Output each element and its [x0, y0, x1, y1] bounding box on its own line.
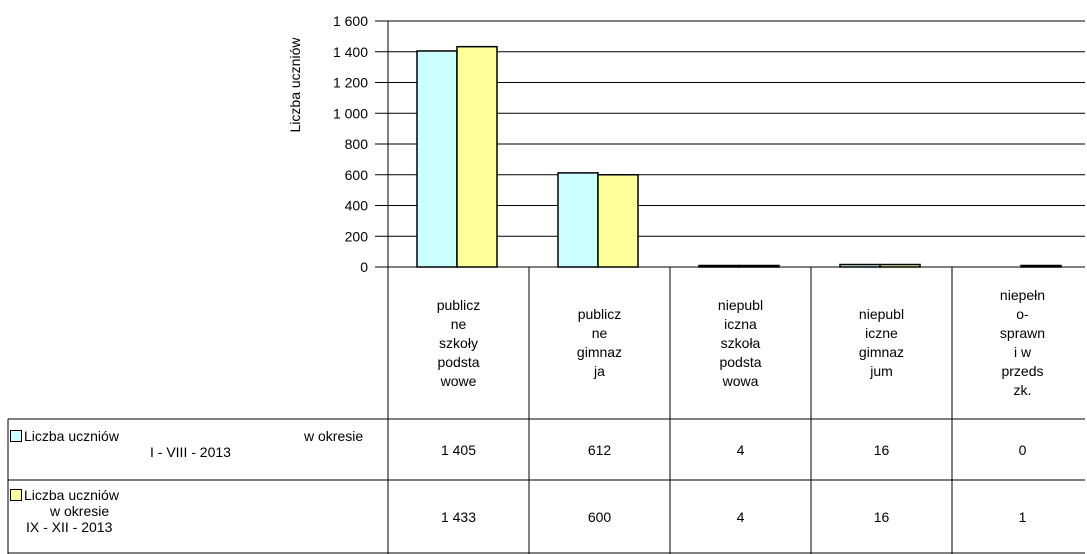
table-cell-s2-3: 4	[736, 508, 745, 525]
category-label-line: podsta	[437, 353, 480, 370]
category-label-line: i w	[1013, 344, 1032, 360]
category-label-line: szkoła	[720, 334, 761, 351]
bar-s2-4	[879, 263, 921, 268]
category-label-line: przeds	[1001, 363, 1044, 379]
series-1-legend-key	[10, 430, 22, 442]
category-label-line: ja	[594, 363, 605, 379]
category-label-line: publicz	[436, 296, 481, 313]
category-label-4: niepubl iczne gimnaz jum	[811, 267, 952, 419]
category-label-line: publicz	[577, 306, 622, 322]
table-cell-s2-1: 1 433	[440, 508, 477, 525]
series-2-label: Liczba uczniów w okresie IX - XII - 2013	[10, 487, 119, 535]
y-tick-label: 800	[345, 136, 369, 152]
bar-s2-5	[1020, 264, 1062, 268]
table-cell-s1-3: 4	[736, 441, 745, 458]
series-2-name-line1: Liczba uczniów	[24, 487, 119, 503]
table-cell-s1-4: 16	[873, 441, 890, 458]
y-tick-label: 1 600	[333, 13, 368, 29]
table-cell-s1-5: 0	[1018, 441, 1027, 458]
category-label-line: wowa	[722, 372, 759, 389]
bars	[416, 45, 1062, 268]
table-cell-s2-5: 1	[1018, 508, 1027, 525]
category-label-3: niepubl iczna szkoła podsta wowa	[670, 267, 811, 419]
category-label-line: ne	[450, 315, 467, 332]
series-2-legend-key	[10, 489, 22, 501]
category-label-line: ne	[591, 325, 608, 341]
series-1-label: Liczba uczniów w okresie I - VIII - 2013	[10, 428, 363, 460]
category-label-line: gimnaz	[576, 344, 623, 360]
category-label-line: niepubl	[858, 306, 905, 322]
series-1-name-line2: I - VIII - 2013	[150, 444, 231, 460]
category-label-line: wowe	[440, 372, 477, 389]
y-tick-label: 1 000	[333, 105, 368, 121]
y-tick-label: 1 400	[333, 44, 368, 60]
y-tick-label: 400	[345, 198, 369, 214]
category-label-line: podsta	[719, 353, 762, 370]
y-tick-label: 200	[345, 228, 369, 244]
series-1-name-line1: Liczba uczniów	[24, 428, 119, 444]
bar-s2-2	[597, 174, 639, 268]
category-label-line: zk.	[1013, 382, 1032, 398]
category-label-line: gimnaz	[858, 344, 905, 360]
category-label-5: niepełn o-sprawn i w przeds zk.	[952, 267, 1087, 419]
series-2-name-line3: IX - XII - 2013	[26, 519, 113, 535]
y-tick-labels: 0 200 400 600 800 1 000 1 200 1 400 1 600	[333, 13, 368, 275]
table-cell-s1-2: 612	[587, 441, 612, 458]
series-2-name-line2: w okresie	[50, 503, 110, 519]
bar-s1-1	[416, 50, 458, 268]
y-tick-label: 0	[360, 259, 368, 275]
category-label-line: niepełn	[999, 287, 1046, 303]
table-cell-s2-4: 16	[873, 508, 890, 525]
series-1-name-line1b: w okresie	[304, 428, 364, 444]
category-label-line: jum	[870, 363, 893, 379]
table-cell-s2-2: 600	[587, 508, 612, 525]
bar-s2-1	[456, 45, 498, 268]
y-tick-label: 600	[345, 167, 369, 183]
category-label-line: iczna	[724, 315, 757, 332]
table-cell-s1-1: 1 405	[440, 441, 477, 458]
bar-s1-2	[557, 172, 599, 268]
bar-s2-3	[738, 264, 780, 268]
category-label-line: sprawn	[999, 325, 1046, 341]
category-label-line: o-	[1016, 306, 1029, 322]
category-label-line: szkoły	[439, 334, 478, 351]
category-label-line: iczne	[865, 325, 898, 341]
y-axis-label: Liczba uczniów	[287, 37, 303, 133]
category-label-1: publicz ne szkoły podsta wowe	[388, 267, 529, 419]
y-tick-label: 1 200	[333, 75, 368, 91]
category-label-line: niepubl	[717, 296, 764, 313]
category-label-2: publicz ne gimnaz ja	[529, 267, 670, 419]
